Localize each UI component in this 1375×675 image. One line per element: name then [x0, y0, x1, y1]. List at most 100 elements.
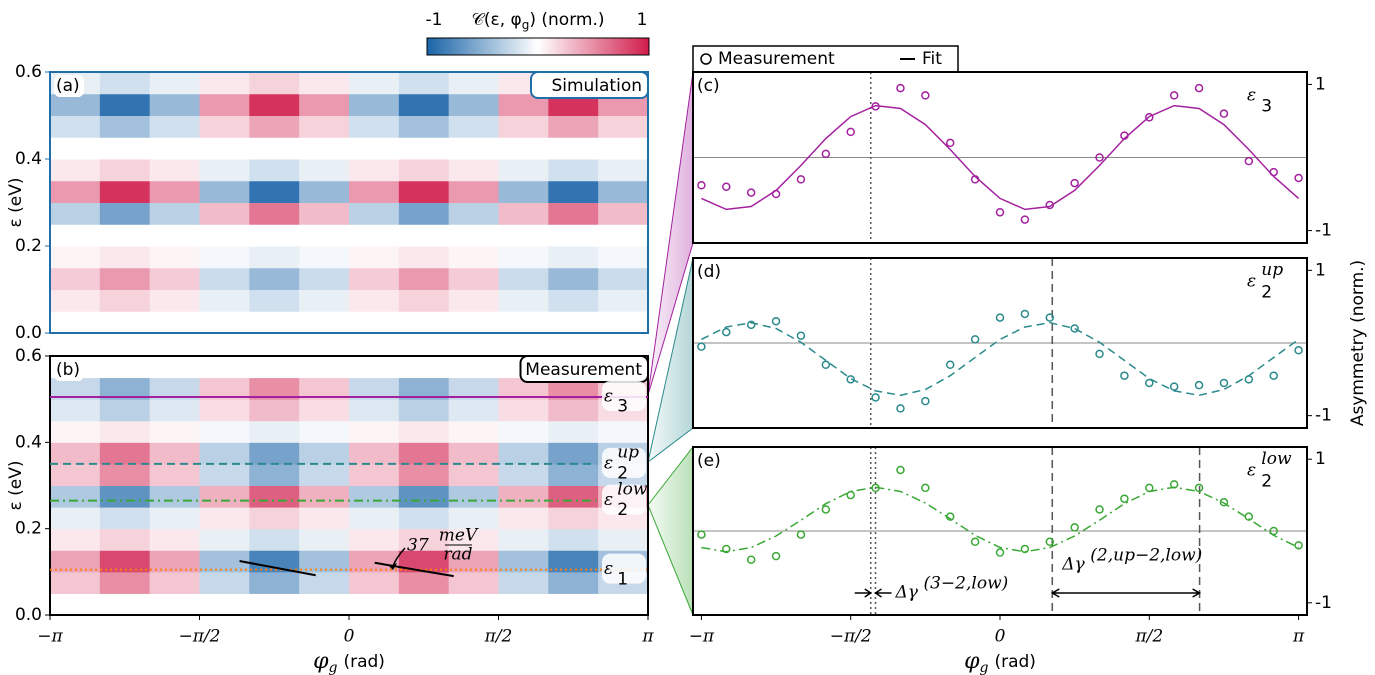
heatmap-cell	[349, 399, 400, 422]
y-tick-label: 0.0	[15, 323, 42, 343]
heatmap-cell	[448, 180, 499, 203]
heatmap-cell	[149, 180, 200, 203]
x-tick-label: π/2	[1134, 627, 1163, 647]
heatmap-cell	[50, 571, 101, 594]
legend-label: Fit	[922, 49, 942, 69]
measurement-point	[1294, 541, 1303, 550]
heatmap-cell	[249, 137, 300, 160]
heatmap-cell	[498, 289, 549, 312]
heatmap-cell	[349, 137, 400, 160]
measurement-point	[1095, 153, 1104, 162]
heatmap-cell	[548, 571, 599, 594]
heatmap-cell	[149, 463, 200, 486]
heatmap-cell	[249, 115, 300, 138]
heatmap-cell	[398, 180, 450, 203]
y-tick-label: -1	[1315, 593, 1332, 613]
heatmap-cell	[149, 571, 200, 594]
x-tick-label: 0	[995, 627, 1006, 647]
measurement-point	[1120, 371, 1129, 380]
badge: Measurement	[525, 360, 642, 380]
heatmap-cell	[398, 399, 450, 422]
symbol-sup: low	[1261, 449, 1292, 469]
heatmap-cell	[548, 420, 599, 443]
measurement-point	[771, 551, 781, 561]
heatmap-cell	[598, 115, 649, 138]
measurement-point	[821, 360, 831, 370]
heatmap-cell	[199, 267, 250, 290]
x-axis-label: φg (rad)	[313, 649, 385, 675]
heatmap-cell	[398, 593, 450, 616]
measurement-point	[1244, 156, 1254, 166]
annotation-sup: (3−2,low)	[923, 574, 1008, 594]
measurement-point	[1070, 523, 1079, 532]
dim-arrow	[854, 588, 892, 598]
heatmap-cell	[149, 311, 200, 334]
heatmap-cell	[199, 311, 250, 334]
heatmap-cell	[548, 289, 599, 312]
heatmap-cell	[149, 115, 200, 138]
y-tick-label: 1	[1315, 260, 1326, 280]
legend-marker	[700, 53, 712, 65]
heatmap-cell	[149, 289, 200, 312]
heatmap-cell	[448, 377, 499, 400]
heatmap-cell	[249, 224, 300, 247]
heatmap-cell	[99, 115, 151, 138]
measurement-point	[871, 393, 880, 402]
heatmap-cell	[498, 593, 549, 616]
zoom-wedge	[647, 445, 694, 616]
heatmap-cell	[199, 485, 250, 508]
symbol-sup: up	[1261, 260, 1283, 280]
annotation-sup: (2,up−2,low)	[1090, 546, 1202, 566]
dim-arrow	[1050, 588, 1202, 598]
heatmap-cell	[99, 550, 151, 573]
measurement-point	[796, 331, 806, 340]
heatmap-cell	[398, 224, 450, 247]
measurement-point	[1095, 349, 1104, 359]
heatmap-cell	[548, 399, 599, 422]
measurement-point	[722, 182, 731, 191]
heatmap-cell	[448, 356, 499, 379]
heatmap-cell	[349, 93, 400, 116]
heatmap-cell	[548, 93, 599, 116]
heatmap-cell	[149, 442, 200, 465]
y-tick-label: 0.6	[15, 62, 42, 82]
heatmap-cell	[349, 267, 400, 290]
annotation-arrowhead	[389, 563, 397, 570]
x-tick-label: π/2	[484, 627, 513, 647]
slope-line	[374, 561, 454, 578]
heatmap-cell	[50, 137, 101, 160]
heatmap-cell	[199, 442, 250, 465]
heatmap-cell	[398, 463, 450, 486]
heatmap-cell	[498, 485, 549, 508]
heatmap-cell	[249, 377, 300, 400]
heatmap-cell	[448, 202, 499, 225]
heatmap-cell	[398, 550, 450, 573]
heatmap-cell	[149, 550, 200, 573]
heatmap-cell	[349, 550, 400, 573]
panel-label: (a)	[56, 76, 80, 96]
heatmap-cell	[299, 180, 350, 203]
heatmap-cell	[149, 507, 200, 530]
heatmap-cell	[249, 420, 300, 443]
measurement-point	[697, 342, 706, 351]
heatmap-cell	[149, 246, 200, 269]
measurement-point	[896, 465, 905, 475]
heatmap-cell	[498, 463, 549, 486]
heatmap-cell	[199, 571, 250, 594]
heatmap-cell	[548, 246, 599, 269]
heatmap-cell	[349, 289, 400, 312]
x-axis-symbol: φ	[964, 649, 980, 674]
y-tick-label: 0.2	[15, 519, 42, 539]
heatmap-cell	[199, 550, 250, 573]
measurement-point	[945, 360, 955, 370]
heatmap-cell	[398, 137, 450, 160]
x-axis-unit: (rad)	[343, 652, 384, 672]
heatmap-cell	[349, 72, 400, 95]
measurement-point	[1070, 324, 1079, 333]
y-tick-label: 1	[1315, 74, 1326, 94]
measurement-point	[697, 181, 706, 190]
symbol-sub: 2	[617, 464, 628, 484]
level-label-bg	[602, 553, 646, 584]
heatmap-cell	[99, 289, 151, 312]
